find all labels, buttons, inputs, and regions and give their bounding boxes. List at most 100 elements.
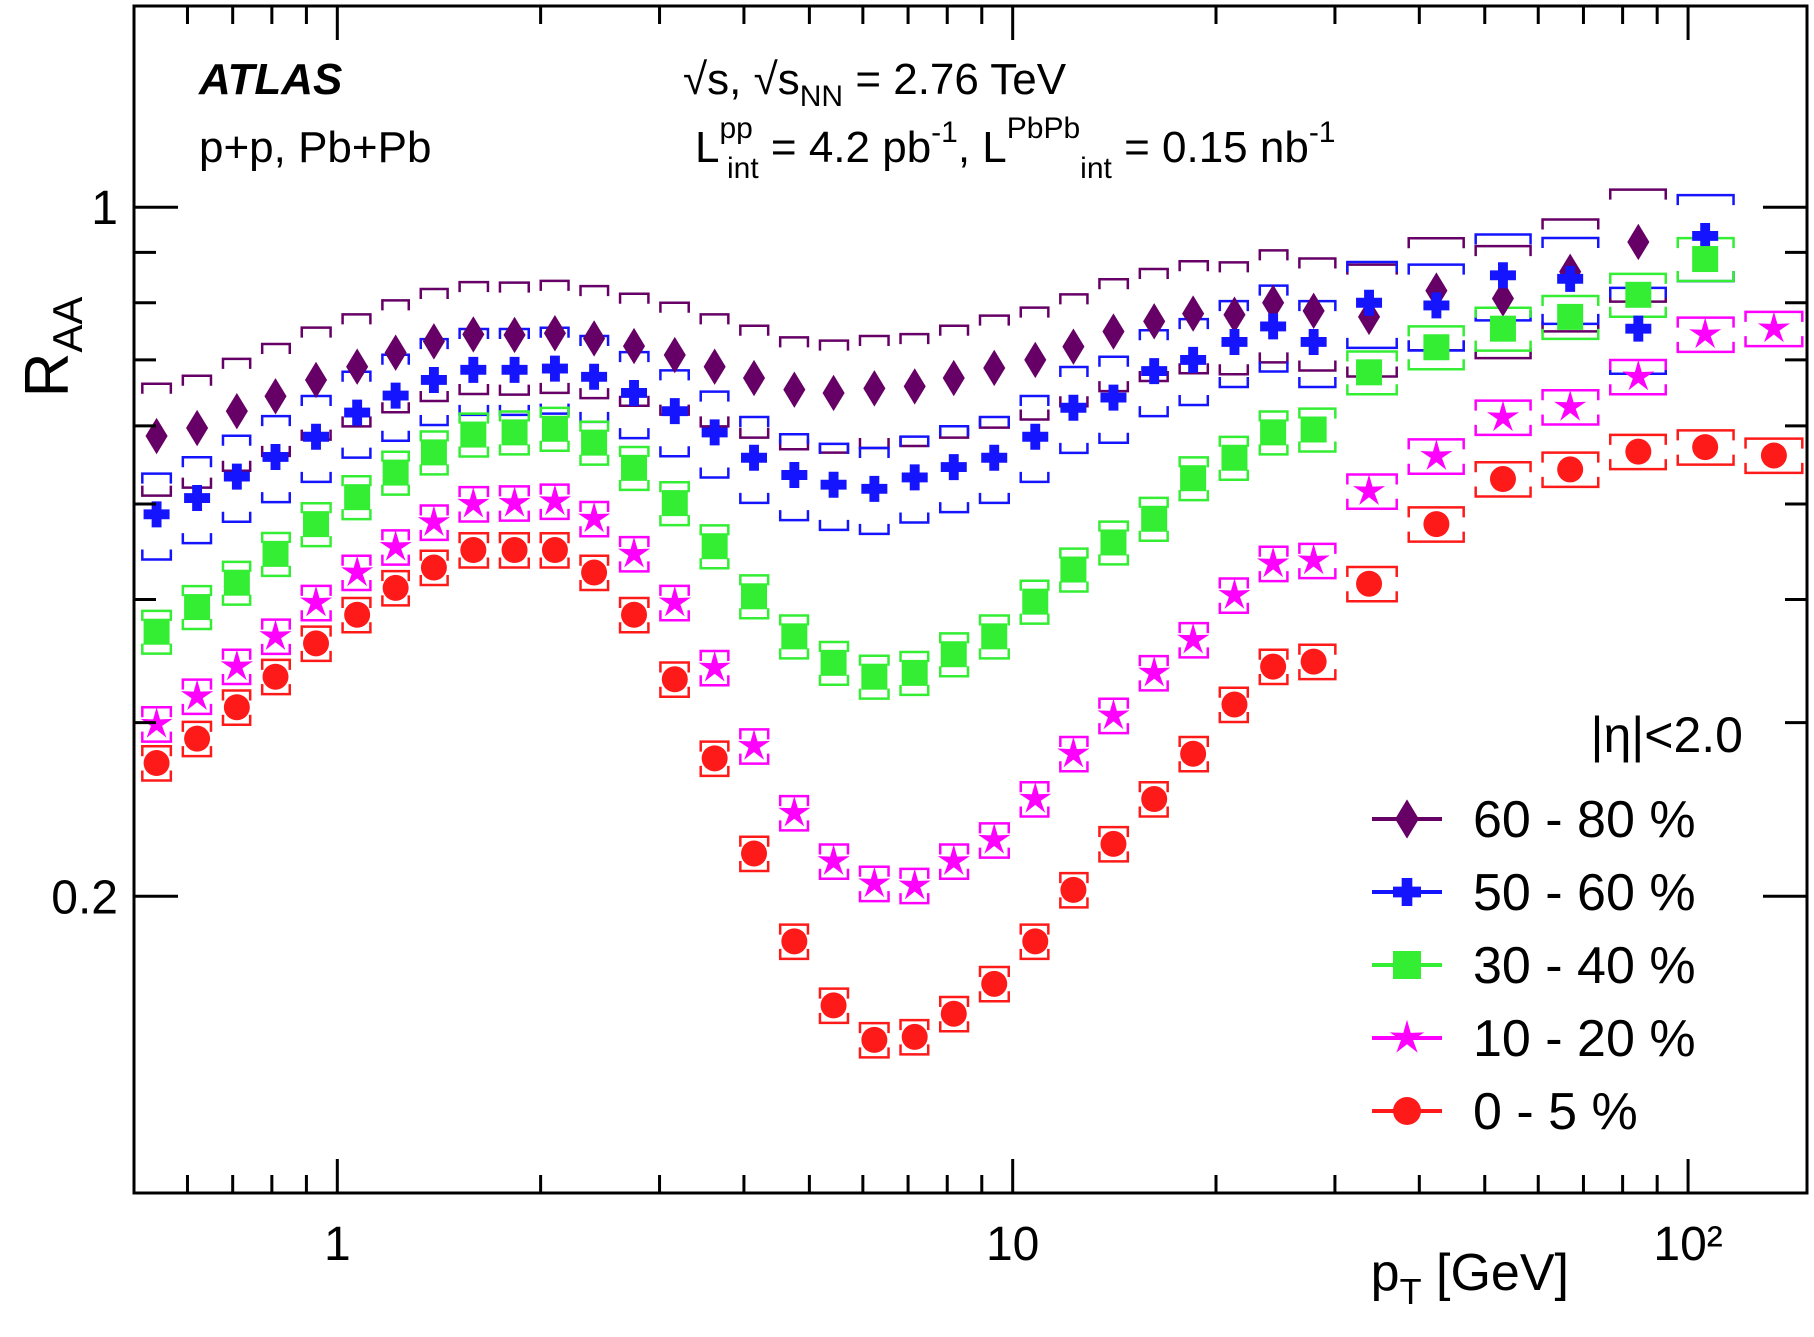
data-point bbox=[1221, 328, 1248, 355]
data-point bbox=[262, 443, 289, 470]
data-point bbox=[382, 382, 409, 409]
data-point bbox=[262, 540, 289, 567]
sys-box bbox=[1019, 306, 1050, 421]
data-point bbox=[861, 1026, 888, 1053]
sys-box bbox=[739, 728, 770, 765]
data-point bbox=[1423, 334, 1450, 361]
data-point bbox=[1356, 289, 1383, 316]
sys-box bbox=[1474, 460, 1532, 498]
data-point bbox=[940, 454, 967, 481]
data-point bbox=[1100, 384, 1127, 411]
data-point bbox=[223, 463, 250, 490]
data-point bbox=[1692, 222, 1719, 249]
sys-box bbox=[1258, 648, 1289, 686]
lumi-text: , L bbox=[958, 123, 1007, 172]
sys-box bbox=[221, 560, 252, 606]
data-point bbox=[1554, 390, 1587, 421]
data-point bbox=[1491, 280, 1515, 317]
data-point bbox=[742, 359, 766, 397]
sys-box bbox=[739, 415, 770, 505]
experiment-label: ATLAS bbox=[198, 55, 342, 104]
legend-marker bbox=[1393, 1097, 1421, 1125]
sys-box bbox=[818, 987, 850, 1025]
data-point bbox=[661, 666, 688, 693]
data-point bbox=[420, 366, 447, 393]
data-point bbox=[1425, 272, 1448, 309]
data-point bbox=[1180, 740, 1207, 767]
sys-box bbox=[341, 475, 372, 521]
data-point bbox=[901, 464, 928, 491]
data-point bbox=[1223, 296, 1246, 333]
data-point bbox=[1622, 359, 1655, 391]
sys-box bbox=[419, 287, 449, 403]
data-point bbox=[422, 323, 445, 360]
sys-box bbox=[381, 569, 411, 607]
lumi-text: L bbox=[695, 123, 719, 172]
sys-box bbox=[978, 614, 1010, 660]
data-point bbox=[622, 327, 646, 365]
sys-box bbox=[381, 299, 411, 414]
data-point bbox=[1300, 648, 1327, 675]
legend-marker bbox=[1389, 1019, 1425, 1053]
data-point bbox=[220, 649, 253, 681]
data-point bbox=[501, 419, 528, 446]
data-point bbox=[384, 334, 407, 371]
data-point bbox=[741, 444, 768, 471]
data-point bbox=[379, 530, 412, 561]
energy-sub: NN bbox=[800, 80, 843, 113]
data-point bbox=[541, 537, 568, 564]
sys-box bbox=[579, 284, 610, 400]
data-point bbox=[223, 569, 250, 596]
sys-box bbox=[1138, 780, 1169, 818]
data-point bbox=[1260, 313, 1287, 340]
data-point bbox=[1102, 313, 1125, 350]
data-point bbox=[1692, 434, 1719, 461]
sys-box bbox=[1346, 565, 1398, 603]
sys-box bbox=[858, 654, 890, 700]
data-point bbox=[382, 574, 409, 601]
sys-box bbox=[1178, 621, 1210, 659]
data-point bbox=[1489, 315, 1516, 342]
data-point bbox=[145, 417, 168, 455]
sys-box bbox=[1474, 244, 1532, 360]
data-point bbox=[223, 694, 250, 721]
data-point bbox=[1141, 358, 1168, 385]
data-point bbox=[1625, 315, 1652, 342]
sys-box bbox=[181, 678, 213, 716]
sys-box bbox=[1059, 547, 1089, 593]
data-point bbox=[661, 490, 688, 517]
sys-box bbox=[579, 500, 610, 538]
data-point bbox=[701, 419, 728, 446]
data-point bbox=[1489, 262, 1516, 289]
data-point bbox=[698, 650, 731, 682]
data-point bbox=[737, 729, 771, 760]
data-point bbox=[341, 555, 374, 587]
data-point bbox=[303, 630, 330, 657]
sys-box bbox=[141, 609, 173, 655]
data-point bbox=[778, 796, 811, 827]
lumi-text: = 4.2 pb bbox=[759, 123, 931, 172]
sys-box bbox=[260, 531, 292, 578]
data-point bbox=[1097, 698, 1130, 730]
y-label-text: R bbox=[13, 353, 82, 398]
data-point bbox=[420, 439, 447, 466]
data-point bbox=[703, 348, 726, 385]
data-point bbox=[1060, 556, 1087, 583]
sys-box bbox=[1298, 407, 1337, 453]
data-point bbox=[1627, 223, 1650, 261]
sys-box bbox=[899, 867, 930, 905]
data-point bbox=[981, 623, 1008, 650]
sys-box bbox=[618, 445, 650, 492]
y-axis-label: RAA bbox=[13, 297, 91, 398]
sys-box bbox=[1258, 410, 1289, 456]
legend-marker bbox=[1395, 799, 1419, 839]
data-point bbox=[1180, 346, 1207, 373]
sys-box bbox=[1676, 316, 1735, 354]
data-point bbox=[903, 368, 926, 405]
data-point bbox=[981, 444, 1008, 471]
data-point bbox=[1260, 653, 1287, 680]
sys-box bbox=[341, 313, 372, 428]
sys-box bbox=[539, 483, 570, 521]
data-point bbox=[621, 454, 648, 481]
data-point bbox=[820, 471, 847, 498]
